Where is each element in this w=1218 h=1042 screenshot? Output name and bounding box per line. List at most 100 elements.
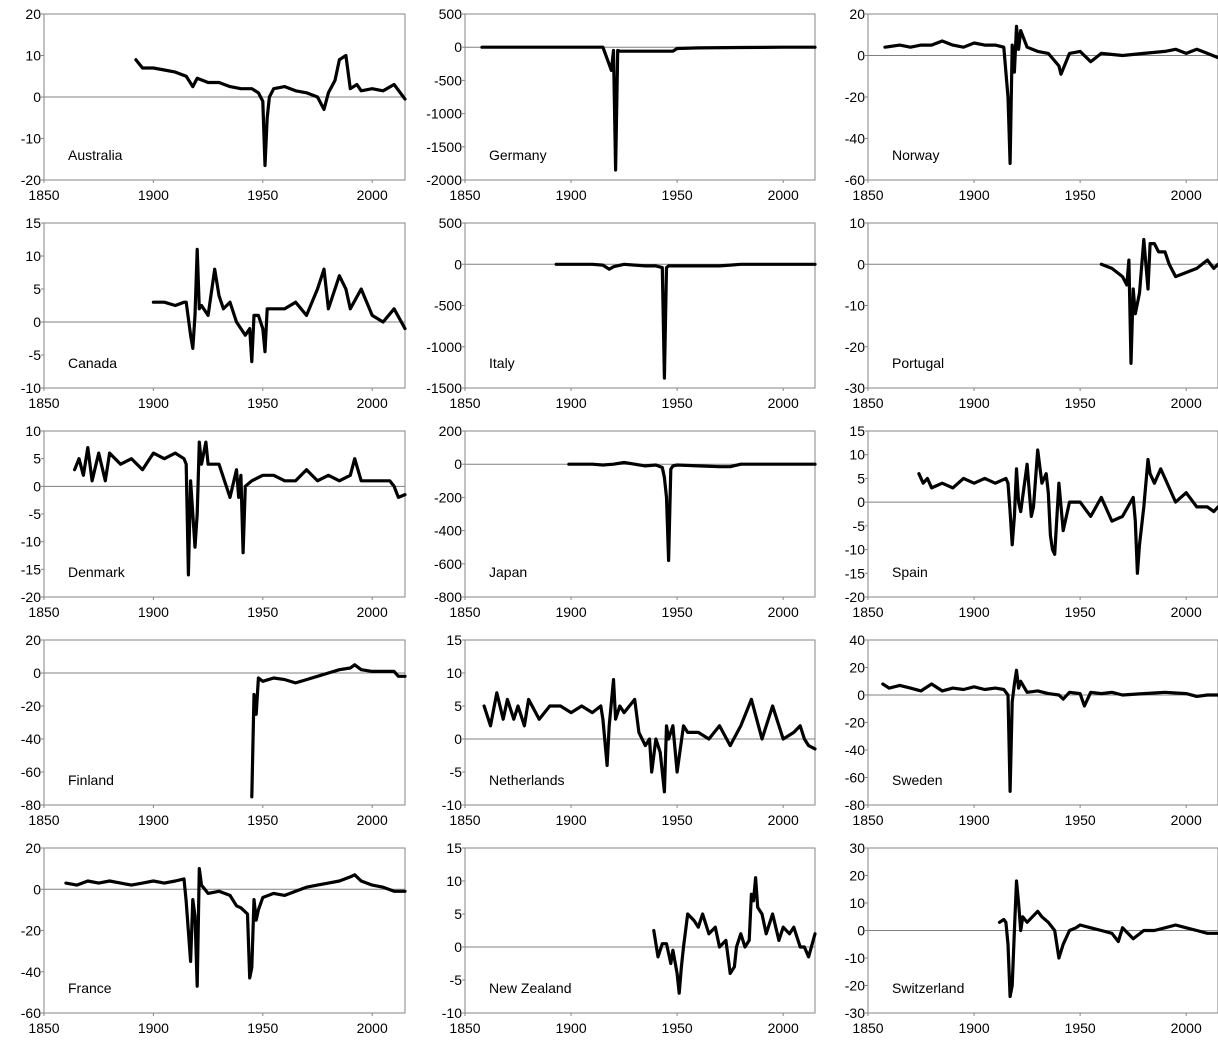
y-tick-label: 0 xyxy=(857,687,865,703)
y-tick-label: -800 xyxy=(434,589,462,605)
series-line xyxy=(567,460,817,563)
x-tick-label: 1900 xyxy=(958,187,989,203)
y-tick-label: 5 xyxy=(33,281,41,297)
series-line xyxy=(652,876,817,995)
y-tick-label: -1500 xyxy=(426,380,462,396)
panel-label: New Zealand xyxy=(489,980,572,996)
y-tick-label: -20 xyxy=(21,923,41,939)
x-tick-label: 1950 xyxy=(1065,604,1096,620)
plot-frame xyxy=(464,847,816,1014)
panel-label: Norway xyxy=(892,147,939,163)
y-tick-label: 20 xyxy=(849,6,865,22)
y-tick-label: -1500 xyxy=(426,139,462,155)
series-line xyxy=(997,879,1218,999)
x-tick-label: 2000 xyxy=(768,395,799,411)
y-tick-label: -15 xyxy=(845,565,865,581)
y-tick-label: -1000 xyxy=(426,106,462,122)
series-line xyxy=(883,24,1218,165)
y-tick-label: 15 xyxy=(446,632,462,648)
y-tick-label: -30 xyxy=(845,380,865,396)
y-tick-label: -40 xyxy=(845,742,865,758)
series-line xyxy=(554,262,817,380)
x-tick-label: 2000 xyxy=(357,395,388,411)
x-tick-label: 1950 xyxy=(247,1020,278,1036)
x-tick-label: 1850 xyxy=(449,812,480,828)
y-tick-label: 10 xyxy=(25,48,41,64)
x-tick-label: 1950 xyxy=(247,187,278,203)
y-tick-label: 5 xyxy=(857,470,865,486)
y-tick-label: 20 xyxy=(849,660,865,676)
y-tick-label: -500 xyxy=(434,298,462,314)
y-tick-label: 0 xyxy=(857,256,865,272)
x-tick-label: 1950 xyxy=(662,395,693,411)
y-tick-label: -40 xyxy=(845,131,865,147)
y-tick-label: -60 xyxy=(845,172,865,188)
y-tick-label: 10 xyxy=(25,423,41,439)
x-tick-label: 2000 xyxy=(357,812,388,828)
x-tick-label: 1850 xyxy=(852,604,883,620)
y-tick-label: -1000 xyxy=(426,339,462,355)
y-tick-label: 0 xyxy=(454,456,462,472)
y-tick-label: 20 xyxy=(25,632,41,648)
y-tick-label: -600 xyxy=(434,556,462,572)
y-tick-label: 0 xyxy=(454,731,462,747)
series-line xyxy=(480,45,817,172)
plot-frame xyxy=(464,222,816,389)
series-line xyxy=(151,247,407,364)
y-tick-label: -5 xyxy=(450,764,463,780)
x-tick-label: 1950 xyxy=(247,395,278,411)
series-line xyxy=(881,668,1218,793)
y-tick-label: 10 xyxy=(446,665,462,681)
x-tick-label: 1950 xyxy=(1065,812,1096,828)
y-tick-label: -10 xyxy=(845,298,865,314)
y-tick-label: 30 xyxy=(849,840,865,856)
y-tick-label: 20 xyxy=(849,868,865,884)
x-tick-label: 2000 xyxy=(357,1020,388,1036)
y-tick-label: 10 xyxy=(25,248,41,264)
plot-frame xyxy=(43,639,406,806)
y-tick-label: 10 xyxy=(849,447,865,463)
y-tick-label: 20 xyxy=(25,6,41,22)
x-tick-label: 2000 xyxy=(1171,1020,1202,1036)
y-tick-label: -500 xyxy=(434,72,462,88)
y-tick-label: -20 xyxy=(21,698,41,714)
x-tick-label: 1850 xyxy=(449,395,480,411)
x-tick-label: 1950 xyxy=(662,604,693,620)
y-tick-label: -60 xyxy=(21,764,41,780)
y-tick-label: 15 xyxy=(446,840,462,856)
y-tick-label: 5 xyxy=(33,451,41,467)
y-tick-label: -10 xyxy=(845,950,865,966)
x-tick-label: 1950 xyxy=(1065,395,1096,411)
x-tick-label: 1950 xyxy=(1065,1020,1096,1036)
y-tick-label: -10 xyxy=(442,797,462,813)
x-tick-label: 1900 xyxy=(138,187,169,203)
series-line xyxy=(134,53,407,168)
panel-label: Sweden xyxy=(892,772,943,788)
x-tick-label: 2000 xyxy=(1171,604,1202,620)
y-tick-label: -5 xyxy=(29,347,42,363)
y-tick-label: -80 xyxy=(845,797,865,813)
y-tick-label: 500 xyxy=(439,215,463,231)
panel-label: Canada xyxy=(68,355,117,371)
y-tick-label: 10 xyxy=(849,895,865,911)
y-tick-label: -40 xyxy=(21,964,41,980)
panel-label: Finland xyxy=(68,772,114,788)
x-tick-label: 1850 xyxy=(852,187,883,203)
x-tick-label: 2000 xyxy=(357,604,388,620)
x-tick-label: 1900 xyxy=(555,395,586,411)
y-tick-label: 10 xyxy=(849,215,865,231)
y-tick-label: 200 xyxy=(439,423,463,439)
x-tick-label: 1900 xyxy=(138,1020,169,1036)
x-tick-label: 1900 xyxy=(958,604,989,620)
panel-label: Italy xyxy=(489,355,515,371)
x-tick-label: 1850 xyxy=(28,812,59,828)
panel-label: Denmark xyxy=(68,564,126,580)
x-tick-label: 1900 xyxy=(555,604,586,620)
x-tick-label: 1950 xyxy=(247,604,278,620)
